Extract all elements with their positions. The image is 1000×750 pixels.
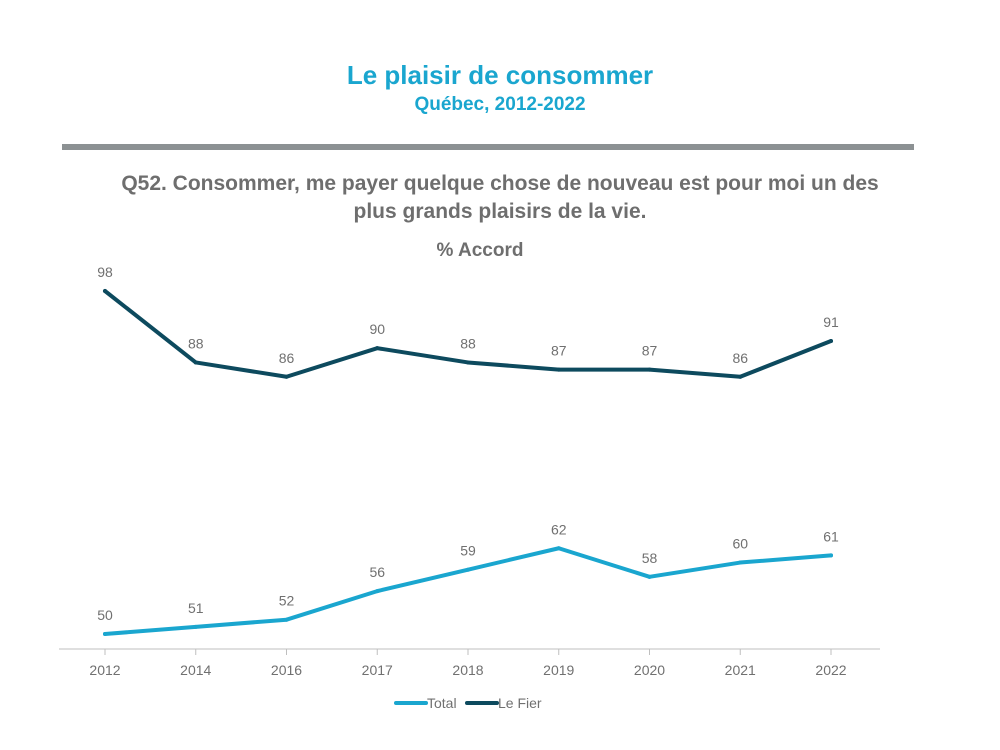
series-line-total <box>103 546 833 636</box>
x-tick-label: 2022 <box>815 662 846 678</box>
data-point <box>284 617 289 622</box>
survey-question: Q52. Consommer, me payer quelque chose d… <box>60 170 940 226</box>
data-label: 88 <box>460 335 476 351</box>
data-point <box>738 374 743 379</box>
data-point <box>103 632 107 636</box>
data-point <box>647 367 652 372</box>
data-label: 86 <box>732 350 748 366</box>
data-point <box>466 567 470 572</box>
data-point <box>829 553 833 558</box>
data-label: 98 <box>97 264 113 280</box>
data-label: 58 <box>642 550 658 566</box>
data-point <box>193 624 198 629</box>
header-divider <box>62 144 914 150</box>
data-label: 88 <box>188 335 204 351</box>
x-tick-label: 2014 <box>180 662 211 678</box>
data-point <box>647 574 652 579</box>
data-label: 90 <box>369 321 385 337</box>
series-layer: 50 51 52 56 59 62 58 60 61 98 88 86 90 88 87 87 86 91 <box>97 264 839 636</box>
x-tick-label: 2021 <box>725 662 756 678</box>
data-point <box>284 374 289 379</box>
data-point <box>193 360 198 365</box>
data-label: 50 <box>97 607 113 623</box>
x-tick-label: 2017 <box>362 662 393 678</box>
data-label: 60 <box>732 536 748 552</box>
data-label: 86 <box>279 350 295 366</box>
data-point <box>556 367 561 372</box>
data-label: 52 <box>279 593 295 609</box>
data-label: 56 <box>369 564 385 580</box>
data-label: 62 <box>551 521 567 537</box>
chart-legend: Total Le Fier <box>394 695 542 711</box>
data-point <box>738 560 743 565</box>
data-point <box>556 546 561 551</box>
question-line-2: plus grands plaisirs de la vie. <box>353 200 647 223</box>
x-tick-label: 2019 <box>543 662 574 678</box>
data-point <box>103 289 107 293</box>
x-tick-label: 2012 <box>89 662 120 678</box>
page-subtitle: Québec, 2012-2022 <box>414 94 586 115</box>
data-label: 87 <box>551 343 567 359</box>
x-axis-ticks: 2012 2014 2016 2017 2018 2019 2020 2021 2022 <box>89 649 847 678</box>
legend-label: Le Fier <box>498 695 542 711</box>
data-point <box>466 360 470 365</box>
data-label: 91 <box>823 314 839 330</box>
data-point <box>375 346 380 351</box>
x-tick-label: 2020 <box>634 662 665 678</box>
data-label: 51 <box>188 600 204 616</box>
chart-title: % Accord <box>437 240 524 261</box>
data-point <box>375 589 380 594</box>
question-line-1: Q52. Consommer, me payer quelque chose d… <box>121 172 879 195</box>
x-tick-label: 2016 <box>271 662 302 678</box>
data-point <box>829 339 833 344</box>
legend-label: Total <box>427 695 457 711</box>
data-label: 61 <box>823 528 839 544</box>
x-tick-label: 2018 <box>452 662 483 678</box>
page-title: Le plaisir de consommer <box>346 60 654 90</box>
data-label: 87 <box>642 343 658 359</box>
data-label: 59 <box>460 543 476 559</box>
